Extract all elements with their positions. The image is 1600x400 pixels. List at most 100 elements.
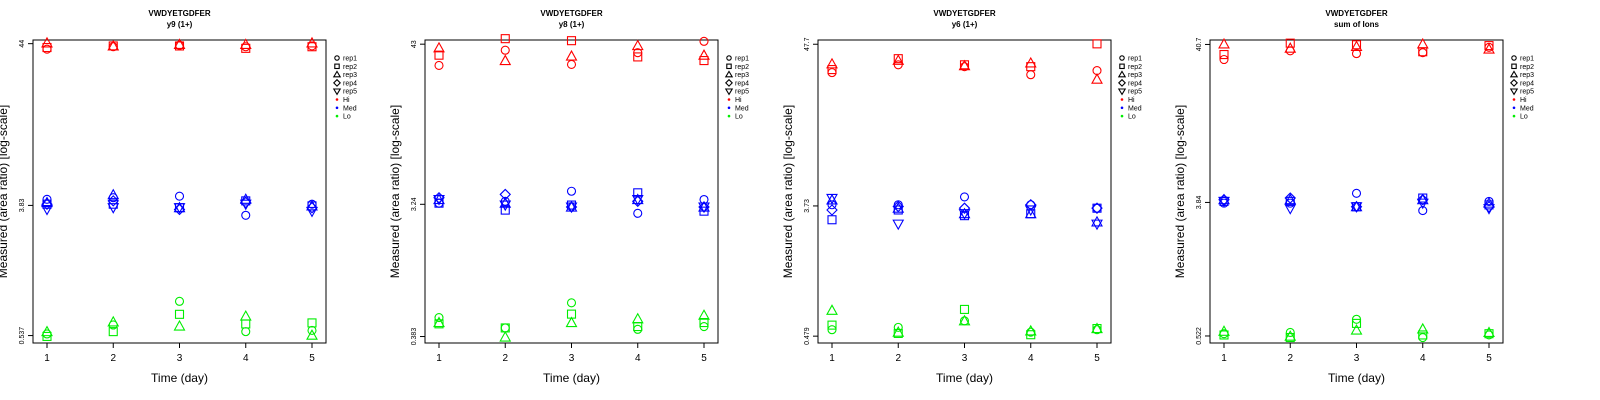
chart-title: VWDYETGDFER xyxy=(933,9,995,18)
legend-dot-hi xyxy=(727,98,731,101)
data-point-med-rep4 xyxy=(1091,202,1103,214)
data-point-hi-rep3 xyxy=(1350,40,1363,52)
x-tick-label: 2 xyxy=(1287,353,1293,364)
data-point-med-rep3 xyxy=(239,193,252,204)
legend-symbol-rep2 xyxy=(726,63,732,70)
data-point-med-rep5 xyxy=(826,193,838,205)
data-point-hi-rep3 xyxy=(173,38,186,49)
legend-dot-hi xyxy=(1120,98,1124,101)
legend-symbol-rep1 xyxy=(334,55,340,61)
legend-label: rep4 xyxy=(1520,80,1534,87)
y-tick-label: 40.7 xyxy=(1196,38,1203,52)
legend-label: Med xyxy=(343,105,357,112)
data-point-med-rep3 xyxy=(1218,193,1230,205)
legend-symbol-rep3 xyxy=(332,70,342,78)
data-point-lo-rep2 xyxy=(827,320,837,330)
legend-symbol-rep1 xyxy=(1511,55,1517,61)
data-point-med-rep4 xyxy=(826,204,838,216)
plot-frame xyxy=(424,39,719,344)
data-point-hi-rep2 xyxy=(1092,39,1102,49)
data-point-lo-rep1 xyxy=(1418,332,1428,343)
data-point-hi-rep3 xyxy=(565,49,578,61)
legend-label: rep4 xyxy=(1128,80,1142,87)
chart-panel-4: VWDYETGDFER sum of Ions 1 2 3 4 5 0.522 3.84 40.7… xyxy=(1173,9,1534,385)
legend-label: Lo xyxy=(1520,114,1528,121)
data-point-hi-rep2 xyxy=(42,42,52,53)
y-tick-label: 44 xyxy=(19,40,26,48)
legend-symbol-rep5 xyxy=(1117,88,1127,96)
data-point-med-rep1 xyxy=(1418,206,1428,216)
data-point-hi-rep3 xyxy=(892,54,905,65)
data-point-hi-rep1 xyxy=(827,68,837,78)
data-point-med-rep4 xyxy=(1416,193,1429,206)
data-point-med-rep4 xyxy=(107,195,120,207)
plot-frame xyxy=(1209,39,1504,344)
data-point-med-rep5 xyxy=(41,204,53,216)
data-point-med-rep5 xyxy=(306,206,318,218)
data-point-lo-rep1 xyxy=(827,325,837,335)
legend-label: Hi xyxy=(1128,97,1135,104)
data-point-med-rep5 xyxy=(958,209,971,220)
data-point-lo-rep3 xyxy=(1091,322,1103,334)
legend-label: Lo xyxy=(1128,114,1136,121)
legend-symbol-rep4 xyxy=(1118,78,1126,87)
legend-label: Lo xyxy=(343,114,351,121)
x-tick-label: 4 xyxy=(1028,353,1034,364)
data-point-med-rep4 xyxy=(499,188,512,201)
data-point-lo-rep3 xyxy=(1350,323,1363,335)
y-tick-label: 3.24 xyxy=(411,197,418,211)
legend-dot-med xyxy=(1120,106,1124,110)
chart-panel-1: VWDYETGDFER y9 (1+) 1 2 3 4 5 0.537 3.83 44 Time (… xyxy=(0,9,357,385)
data-point-med-rep1 xyxy=(174,191,185,201)
series-hi xyxy=(41,36,318,54)
data-point-lo-rep2 xyxy=(699,317,709,328)
data-point-med-rep4 xyxy=(1218,193,1230,206)
data-point-lo-rep2 xyxy=(108,327,118,337)
data-point-med-rep5 xyxy=(239,199,252,211)
data-point-lo-rep3 xyxy=(1416,322,1429,334)
series-hi xyxy=(826,39,1103,84)
data-point-hi-rep3 xyxy=(306,36,318,48)
legend-symbol-rep5 xyxy=(332,88,342,96)
legend-dot-med xyxy=(1512,106,1516,110)
y-axis-label: Measured (area ratio) [log-scale] xyxy=(388,105,402,278)
data-point-lo-rep3 xyxy=(892,326,905,337)
series-med xyxy=(433,186,710,218)
legend-label: rep1 xyxy=(1520,56,1534,63)
y-tick-label: 3.84 xyxy=(1196,196,1203,210)
legend-dot-lo xyxy=(727,114,731,118)
x-tick-label: 3 xyxy=(962,353,968,364)
legend-label: rep2 xyxy=(1128,64,1142,71)
data-point-med-rep5 xyxy=(433,194,445,206)
y-tick-label: 47.7 xyxy=(804,37,811,51)
data-point-med-rep4 xyxy=(173,203,186,216)
legend-symbol-rep2 xyxy=(334,63,340,70)
data-point-med-rep3 xyxy=(1091,215,1103,227)
x-axis-label: Time (day) xyxy=(1328,371,1385,385)
legend-label: rep2 xyxy=(343,64,357,71)
x-tick-label: 2 xyxy=(502,353,508,364)
legend-label: rep5 xyxy=(735,89,749,96)
y-tick-label: 0.383 xyxy=(411,328,418,346)
data-point-med-rep2 xyxy=(827,215,837,225)
data-point-med-rep2 xyxy=(500,205,510,215)
data-point-lo-rep2 xyxy=(174,309,185,319)
x-tick-label: 5 xyxy=(309,353,315,364)
legend-label: rep5 xyxy=(343,89,357,96)
data-point-lo-rep3 xyxy=(239,310,252,321)
legend-label: Med xyxy=(735,105,749,112)
data-point-hi-rep2 xyxy=(1219,49,1229,60)
data-point-hi-rep3 xyxy=(1284,42,1297,53)
x-tick-label: 3 xyxy=(1354,353,1360,364)
chart-subtitle: y9 (1+) xyxy=(167,20,193,29)
legend-dot-med xyxy=(335,106,339,110)
data-point-med-rep5 xyxy=(565,202,578,214)
data-point-med-rep4 xyxy=(306,201,318,214)
data-point-med-rep5 xyxy=(1284,204,1297,215)
data-point-lo-rep3 xyxy=(433,316,445,328)
data-point-med-rep1 xyxy=(827,200,837,210)
data-point-hi-rep2 xyxy=(500,34,510,44)
data-point-lo-rep3 xyxy=(565,316,578,328)
